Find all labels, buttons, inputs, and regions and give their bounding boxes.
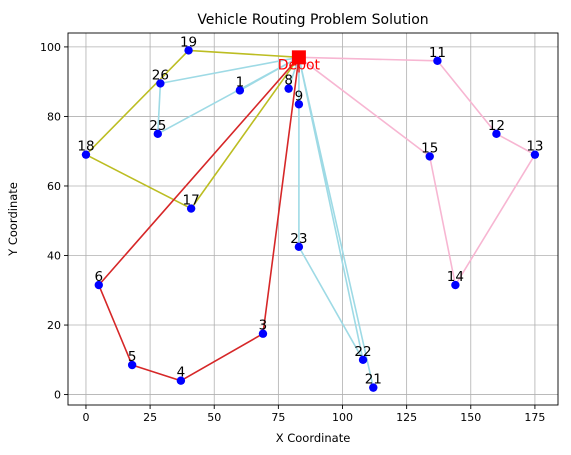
x-tick-label: 100	[332, 411, 353, 424]
y-tick-label: 20	[47, 319, 61, 332]
customer-point	[294, 242, 304, 252]
customer-label: 13	[526, 139, 543, 155]
customer-point	[235, 86, 245, 95]
customer-point	[184, 46, 193, 55]
customer-point	[369, 383, 378, 392]
customer-label: 8	[284, 73, 293, 89]
customer-point	[358, 355, 368, 365]
customer-label: 18	[77, 139, 94, 155]
x-tick-label: 50	[207, 411, 221, 424]
route-line	[298, 56, 536, 286]
y-tick-label: 60	[47, 180, 61, 193]
customer-label: 4	[177, 365, 186, 381]
customer-label: 9	[295, 88, 304, 104]
y-tick-label: 0	[54, 389, 61, 402]
customer-label: 11	[429, 45, 446, 61]
customer-label: 22	[354, 344, 371, 360]
customer-label: 5	[128, 349, 137, 365]
y-axis-label: Y Coordinate	[6, 182, 20, 257]
route-line	[157, 56, 375, 389]
customer-label: 26	[152, 67, 169, 83]
customer-point	[81, 150, 91, 159]
customer-point	[153, 129, 162, 139]
plot-frame	[67, 32, 559, 406]
customer-point	[433, 56, 442, 66]
y-tick-label: 100	[40, 41, 61, 54]
customer-point	[258, 329, 268, 338]
x-tick-label: 175	[524, 411, 545, 424]
customer-point	[284, 84, 293, 93]
customer-point	[186, 204, 196, 213]
routes	[85, 49, 536, 389]
customer-point	[492, 129, 501, 139]
depot-label: Depot	[278, 57, 321, 73]
x-tick-label: 125	[396, 411, 417, 424]
nodes	[81, 46, 540, 392]
customer-label: 12	[488, 118, 505, 134]
route-line	[98, 56, 300, 382]
depot-marker	[291, 50, 306, 65]
customer-label: 17	[183, 193, 200, 209]
customer-point	[451, 280, 460, 290]
x-axis-label: X Coordinate	[276, 431, 351, 445]
x-tick-label: 150	[460, 411, 481, 424]
customer-label: 1	[236, 74, 245, 90]
customer-point	[156, 79, 165, 88]
customer-label: 15	[421, 140, 438, 156]
customer-label: 3	[259, 318, 268, 334]
customer-label: 25	[149, 118, 166, 134]
customer-point	[530, 150, 540, 159]
y-tick-label: 40	[47, 250, 61, 263]
customer-label: 19	[180, 34, 197, 50]
customer-point	[94, 280, 103, 290]
customer-label: 6	[94, 269, 103, 285]
x-tick-label: 0	[82, 411, 89, 424]
grid	[68, 33, 558, 405]
customer-point	[127, 360, 137, 370]
customer-label: 23	[290, 231, 307, 247]
chart-title: Vehicle Routing Problem Solution	[197, 12, 428, 28]
customer-point	[294, 100, 304, 109]
customer-point	[425, 152, 434, 161]
customer-label: 21	[365, 372, 382, 388]
customer-point	[176, 376, 186, 385]
x-tick-label: 75	[271, 411, 285, 424]
x-tick-label: 25	[143, 411, 157, 424]
y-tick-label: 80	[47, 110, 61, 123]
customer-label: 14	[447, 269, 464, 285]
